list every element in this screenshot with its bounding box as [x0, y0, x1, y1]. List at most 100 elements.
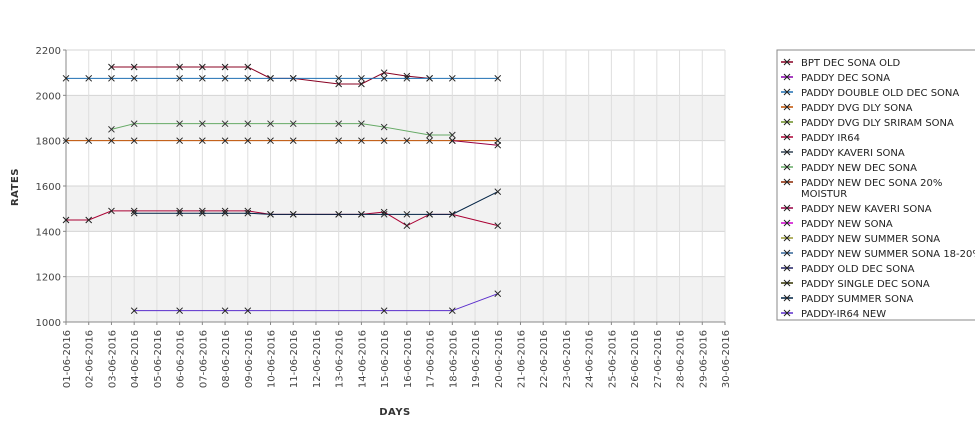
data-point: [335, 80, 343, 88]
data-point: [221, 120, 229, 128]
data-point: [358, 74, 365, 82]
legend-swatch-marker: [783, 219, 791, 227]
legend-label: PADDY OLD DEC SONA: [801, 264, 915, 275]
data-point: [176, 74, 183, 82]
data-point: [494, 188, 502, 196]
y-tick-label: 1800: [36, 137, 61, 148]
legend-swatch-marker: [783, 163, 791, 171]
plot-band: [66, 276, 725, 322]
legend-swatch-marker: [783, 103, 791, 111]
legend-swatch-marker: [783, 88, 791, 96]
data-point: [380, 69, 388, 77]
legend-label: PADDY NEW DEC SONA: [801, 163, 917, 174]
legend-swatch-marker: [783, 58, 791, 66]
x-tick-label: 25-06-2016: [607, 330, 618, 388]
y-tick-label: 1000: [36, 318, 61, 329]
legend-item: PADDY NEW SONA: [781, 219, 893, 230]
data-point: [380, 137, 388, 145]
series-line: [452, 140, 498, 146]
x-tick-label: 29-06-2016: [698, 330, 709, 388]
x-tick-labels: 01-06-2016 02-06-2016 03-06-2016 04-06-2016…: [62, 322, 732, 388]
data-point: [198, 63, 206, 71]
legend-swatch-marker: [783, 234, 791, 242]
data-point: [130, 137, 138, 145]
x-tick-label: 30-06-2016: [721, 330, 732, 388]
data-point: [358, 120, 365, 128]
data-point: [494, 141, 502, 149]
legend-label: PADDY DVG DLY SRIRAM SONA: [801, 118, 954, 129]
legend: BPT DEC SONA OLD PADDY DEC SONA PADDY DOUB…: [776, 49, 975, 321]
legend-item: PADDY NEW SUMMER SONA: [781, 234, 940, 245]
x-tick-label: 04-06-2016: [130, 330, 141, 388]
legend-item: PADDY SUMMER SONA: [781, 294, 913, 305]
data-point: [130, 74, 138, 82]
legend-label: PADDY NEW SUMMER SONA: [801, 234, 940, 245]
legend-item: PADDY NEW DEC SONA 20%MOISTUR: [781, 178, 942, 200]
data-point: [289, 74, 297, 82]
x-tick-label: 18-06-2016: [448, 330, 459, 388]
legend-item: PADDY DOUBLE OLD DEC SONA: [781, 88, 959, 99]
data-point: [426, 210, 433, 218]
data-point: [198, 120, 206, 128]
data-point: [130, 209, 138, 217]
data-point: [85, 216, 93, 224]
data-point: [426, 74, 433, 82]
data-point: [130, 307, 138, 315]
data-point: [403, 222, 411, 230]
legend-label: PADDY NEW SUMMER SONA 18-20%: [801, 249, 975, 260]
data-point: [380, 123, 388, 131]
legend-swatch-marker: [783, 133, 791, 141]
legend-swatch-marker: [783, 309, 791, 317]
x-tick-label: 22-06-2016: [539, 330, 550, 388]
data-point: [221, 307, 229, 315]
x-tick-label: 12-06-2016: [312, 330, 323, 388]
data-point: [176, 63, 183, 71]
x-tick-label: 07-06-2016: [198, 330, 209, 388]
data-point: [221, 63, 229, 71]
data-point: [108, 207, 115, 215]
data-point: [176, 307, 183, 315]
data-point: [85, 137, 93, 145]
x-tick-label: 19-06-2016: [471, 330, 482, 388]
data-point: [403, 74, 411, 82]
data-point: [267, 210, 274, 218]
x-axis-title: DAYS: [379, 407, 411, 418]
data-point: [380, 307, 388, 315]
legend-label: PADDY DOUBLE OLD DEC SONA: [801, 88, 959, 99]
x-tick-label: 11-06-2016: [289, 330, 300, 388]
data-point: [244, 120, 252, 128]
y-tick-label: 1400: [36, 227, 61, 238]
series-layer: [62, 63, 502, 315]
legend-item: BPT DEC SONA OLD: [781, 58, 901, 69]
legend-label: PADDY SINGLE DEC SONA: [801, 279, 930, 290]
series-group: [62, 74, 502, 82]
data-point: [198, 74, 206, 82]
x-tick-label: 16-06-2016: [403, 330, 414, 388]
data-point: [335, 120, 343, 128]
data-point: [221, 137, 229, 145]
data-point: [267, 120, 274, 128]
data-point: [267, 137, 274, 145]
data-point: [403, 210, 411, 218]
y-tick-labels: 1000 1200 1400 1600 1800 2000 2200: [36, 46, 66, 329]
x-tick-label: 26-06-2016: [630, 330, 641, 388]
data-point: [198, 137, 206, 145]
legend-item: PADDY OLD DEC SONA: [781, 264, 915, 275]
data-point: [267, 74, 274, 82]
legend-item: PADDY NEW KAVERI SONA: [781, 204, 932, 215]
series-group: [108, 120, 456, 139]
data-point: [108, 125, 115, 133]
legend-item: PADDY NEW DEC SONA: [781, 163, 917, 174]
x-tick-label: 13-06-2016: [335, 330, 346, 388]
x-tick-label: 06-06-2016: [176, 330, 187, 388]
y-tick-label: 1600: [36, 182, 61, 193]
x-tick-label: 14-06-2016: [357, 330, 368, 388]
legend-item: PADDY DEC SONA: [781, 73, 890, 84]
legend-item: PADDY NEW SUMMER SONA 18-20%: [781, 249, 975, 260]
legend-label: PADDY KAVERI SONA: [801, 148, 905, 159]
x-tick-label: 10-06-2016: [267, 330, 278, 388]
legend-swatch-marker: [783, 118, 791, 126]
x-tick-label: 17-06-2016: [426, 330, 437, 388]
data-point: [289, 120, 297, 128]
